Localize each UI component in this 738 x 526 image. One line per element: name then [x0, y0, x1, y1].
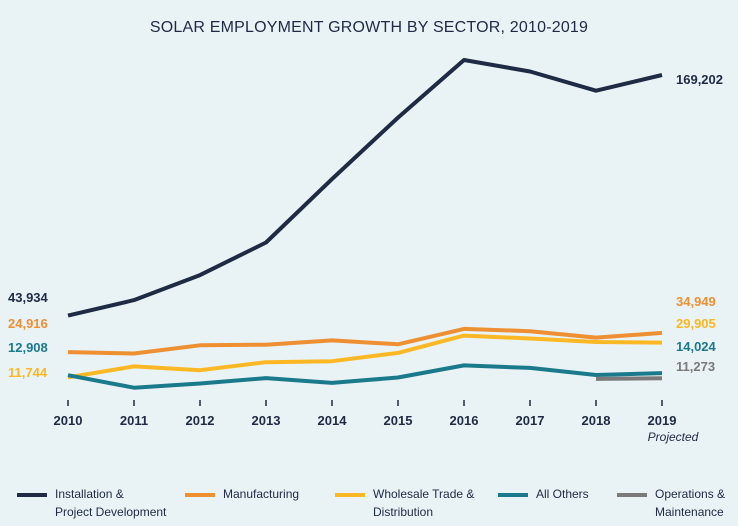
legend-label-installation-and-project-development: Project Development [55, 505, 167, 519]
data-labels: 43,934 169,202 24,916 34,949 11,744 29,905 12,… [8, 72, 723, 380]
chart-title: SOLAR EMPLOYMENT GROWTH BY SECTOR, 2010-… [150, 19, 588, 36]
x-tick-label-2011: 2011 [120, 413, 148, 428]
legend-item-operations-and-maintenance: Operations & Maintenance [617, 487, 725, 519]
x-tick-label-2018: 2018 [582, 413, 611, 428]
start-label-all-others: 12,908 [8, 340, 48, 355]
end-label-wholesale-trade-and-distribution: 29,905 [676, 316, 716, 331]
legend-label-wholesale-trade-and-distribution: Distribution [373, 505, 433, 519]
legend-item-manufacturing: Manufacturing [185, 487, 299, 501]
start-label-wholesale-trade-and-distribution: 11,744 [8, 365, 48, 380]
end-label-installation-and-project-development: 169,202 [676, 72, 723, 87]
start-label-manufacturing: 24,916 [8, 316, 48, 331]
x-tick-label-2012: 2012 [186, 413, 215, 428]
end-label-operations-and-maintenance: 11,273 [676, 359, 715, 374]
series-line-wholesale-trade-and-distribution [67, 333, 663, 380]
legend-label-all-others: All Others [536, 487, 589, 501]
legend-label-wholesale-trade-and-distribution: Wholesale Trade & [373, 487, 474, 501]
x-tick-label-2019: 2019 [648, 413, 677, 428]
end-label-manufacturing: 34,949 [676, 294, 716, 309]
legend-label-operations-and-maintenance: Operations & [655, 487, 725, 501]
x-tick-label-2016: 2016 [450, 413, 479, 428]
x-axis-note: Projected [648, 430, 699, 444]
x-tick-label-2010: 2010 [54, 413, 83, 428]
series-line-all-others [67, 363, 663, 390]
legend-label-manufacturing: Manufacturing [223, 487, 299, 501]
x-tick-label-2013: 2013 [252, 413, 281, 428]
series-line-operations-and-maintenance [595, 376, 663, 381]
end-label-all-others: 14,024 [676, 339, 717, 354]
legend-label-operations-and-maintenance: Maintenance [655, 505, 724, 519]
series-line-installation-and-project-development [67, 58, 663, 318]
x-tick-label-2017: 2017 [516, 413, 545, 428]
legend-label-installation-and-project-development: Installation & [55, 487, 124, 501]
legend: Installation & Project Development Manufac… [17, 487, 725, 519]
x-tick-label-2014: 2014 [318, 413, 348, 428]
start-label-installation-and-project-development: 43,934 [8, 290, 49, 305]
x-tick-label-2015: 2015 [384, 413, 413, 428]
series-line-manufacturing [67, 326, 663, 356]
x-axis: 2010 2011 2012 2013 2014 2015 2016 2017 2018 2019 [54, 400, 677, 428]
series-lines [67, 58, 663, 390]
legend-item-all-others: All Others [498, 487, 589, 501]
legend-item-installation-and-project-development: Installation & Project Development [17, 487, 167, 519]
legend-item-wholesale-trade-and-distribution: Wholesale Trade & Distribution [335, 487, 474, 519]
